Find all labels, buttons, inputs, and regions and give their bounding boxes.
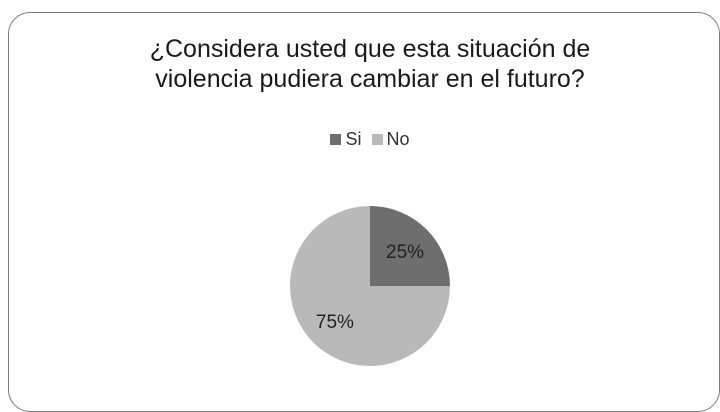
pie-slice-si (370, 206, 450, 286)
legend-label-no: No (386, 129, 410, 149)
legend-item-no: No (371, 129, 410, 150)
legend-swatch-no (371, 134, 383, 145)
chart-title-line-1: ¿Considera usted que esta situación de (149, 35, 591, 63)
legend-swatch-si (330, 134, 342, 145)
pie-slice-no (290, 206, 450, 366)
chart-legend: Si No (0, 129, 720, 150)
data-label-si: 25% (386, 242, 424, 263)
pie-chart: 25% 75% (290, 206, 450, 366)
legend-item-si: Si (330, 129, 362, 150)
chart-title-line-2: violencia pudiera cambiar en el futuro? (155, 65, 585, 93)
legend-label-si: Si (345, 129, 362, 149)
data-label-no: 75% (316, 312, 354, 333)
chart-title: ¿Considera usted que esta situación de v… (0, 34, 720, 94)
